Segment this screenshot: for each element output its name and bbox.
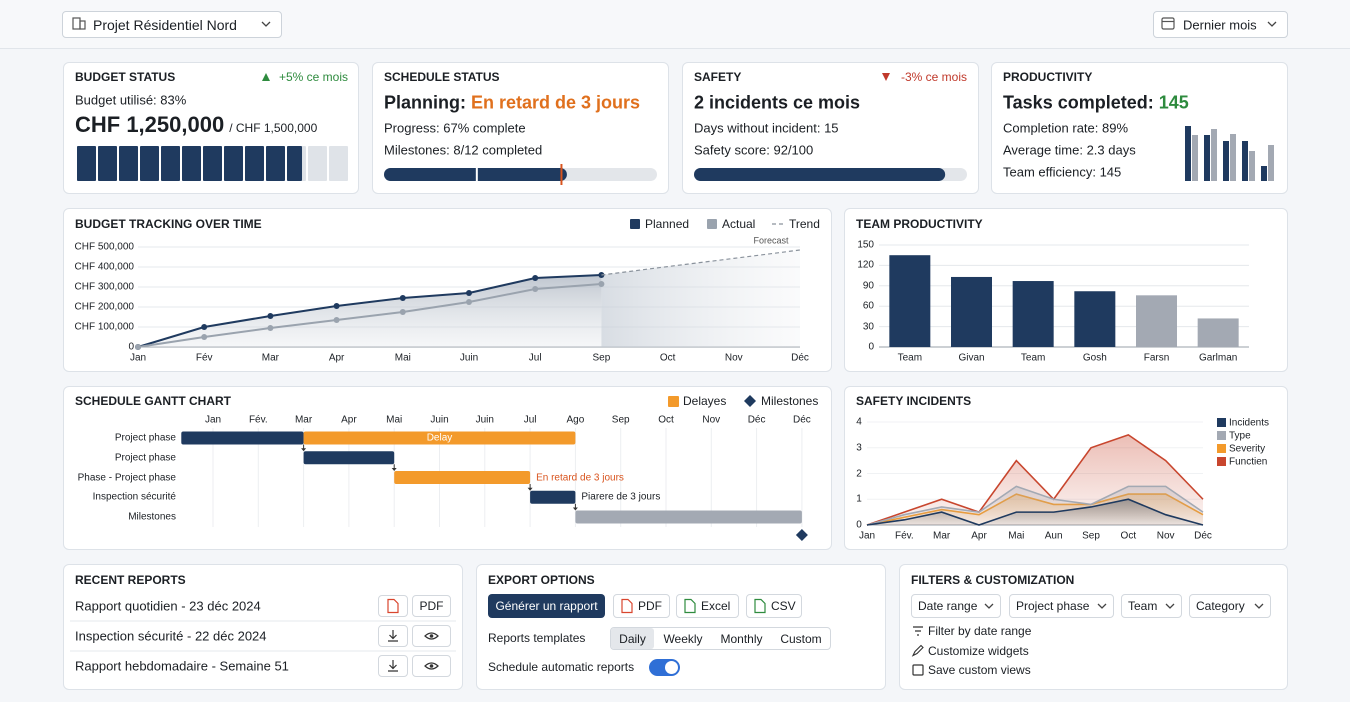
schedule-toggle[interactable]	[649, 659, 680, 676]
productivity-card	[991, 62, 1288, 194]
period-select[interactable]	[1153, 11, 1288, 38]
text-button[interactable]	[412, 625, 451, 647]
filter-dropdown[interactable]	[1189, 594, 1271, 618]
budget-chart-card	[63, 208, 832, 372]
icon-button[interactable]	[378, 625, 408, 647]
filter-action[interactable]: Customize widgets	[928, 643, 1029, 658]
safety-card	[682, 62, 979, 194]
icon-button[interactable]	[378, 655, 408, 677]
filters-card	[899, 564, 1288, 690]
icon-button[interactable]	[378, 595, 408, 617]
team-chart-card	[844, 208, 1288, 372]
template-option[interactable]	[712, 628, 771, 649]
text-button[interactable]	[412, 655, 451, 677]
project-select[interactable]	[62, 11, 282, 38]
filter-action[interactable]: Save custom views	[928, 663, 1031, 677]
filter-action[interactable]: Filter by date range	[928, 624, 1032, 638]
template-option[interactable]	[654, 628, 712, 649]
gantt-card	[63, 386, 832, 550]
format-button[interactable]	[676, 594, 739, 618]
generate-button[interactable]	[488, 594, 605, 618]
format-button[interactable]	[746, 594, 802, 618]
filter-dropdown[interactable]	[1121, 594, 1182, 618]
filter-dropdown[interactable]	[911, 594, 1001, 618]
template-group	[610, 627, 831, 650]
schedule-status-card	[372, 62, 669, 194]
format-button[interactable]	[613, 594, 670, 618]
filter-dropdown[interactable]	[1009, 594, 1114, 618]
safety-chart-card	[844, 386, 1288, 550]
template-option[interactable]	[771, 628, 831, 649]
text-button[interactable]	[412, 595, 451, 617]
template-active[interactable]	[611, 628, 654, 649]
budget-status-card	[63, 62, 359, 194]
